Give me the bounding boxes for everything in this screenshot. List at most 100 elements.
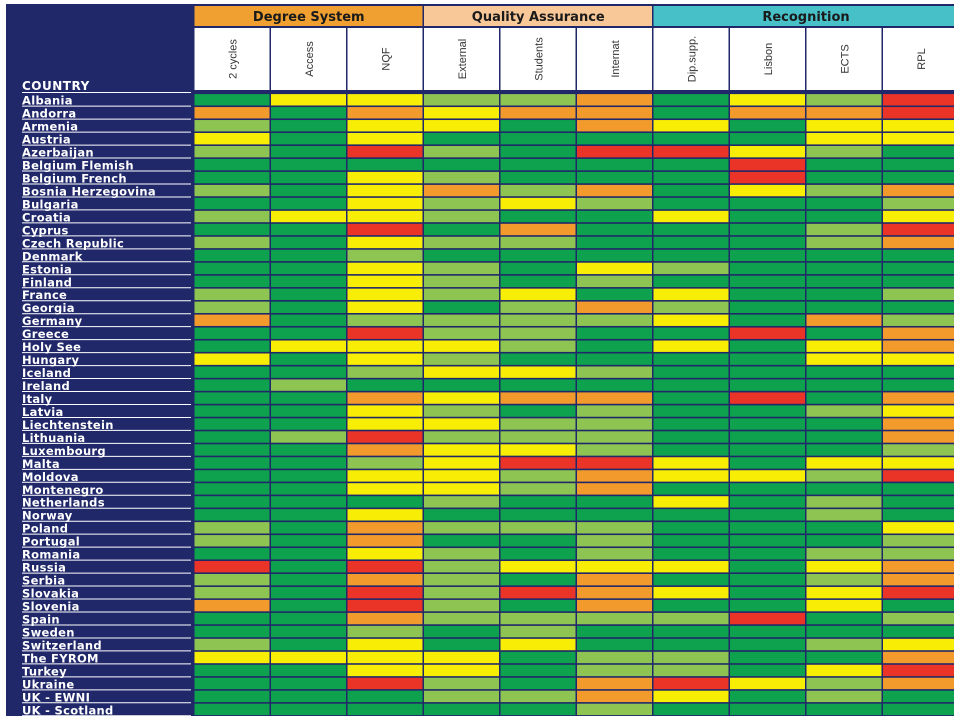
cell-sweden-external bbox=[424, 625, 499, 638]
row-label-uk-scotland: UK - Scotland bbox=[22, 703, 114, 716]
cell-malta-internat bbox=[577, 457, 652, 469]
cell-austria-students bbox=[500, 133, 576, 145]
cell-turkey-2-cycles bbox=[194, 664, 270, 677]
row-label-slovakia: Slovakia bbox=[22, 587, 79, 601]
cell-latvia-dip-supp bbox=[653, 405, 729, 417]
cell-iceland-access bbox=[271, 366, 346, 378]
cell-slovenia-internat bbox=[577, 599, 652, 612]
cell-georgia-internat bbox=[577, 301, 652, 313]
cell-germany-lisbon bbox=[730, 314, 805, 326]
cell-hungary-internat bbox=[577, 353, 652, 365]
cell-italy-students bbox=[500, 392, 576, 404]
row-label-iceland: Iceland bbox=[22, 366, 71, 380]
row-label-estonia: Estonia bbox=[22, 262, 72, 276]
cell-slovakia-access bbox=[271, 586, 346, 599]
cell-russia-rpl bbox=[883, 561, 954, 573]
cell-belgium-french-lisbon bbox=[730, 171, 805, 184]
cell-germany-students bbox=[500, 314, 576, 326]
row-label-spain: Spain bbox=[22, 612, 60, 626]
cell-iceland-lisbon bbox=[730, 366, 805, 378]
cell-belgium-flemish-lisbon bbox=[730, 158, 805, 171]
cell-uk-ewni-students bbox=[500, 690, 576, 703]
row-label-romania: Romania bbox=[22, 548, 81, 562]
row-label-albania: Albania bbox=[22, 94, 73, 108]
cell-the-fyrom-rpl bbox=[883, 651, 954, 664]
cell-slovenia-nqf bbox=[347, 599, 423, 612]
cell-cyprus-nqf bbox=[347, 223, 423, 236]
cell-luxembourg-lisbon bbox=[730, 444, 805, 456]
cell-finland-students bbox=[500, 275, 576, 288]
cell-greece-external bbox=[424, 327, 499, 339]
cell-albania-ects bbox=[806, 94, 882, 106]
cell-croatia-rpl bbox=[883, 210, 954, 223]
cell-bosnia-herzegovina-access bbox=[271, 184, 346, 197]
cell-albania-internat bbox=[577, 94, 652, 106]
cell-armenia-access bbox=[271, 120, 346, 132]
cell-sweden-access bbox=[271, 625, 346, 638]
cell-ukraine-dip-supp bbox=[653, 677, 729, 690]
cell-armenia-nqf bbox=[347, 120, 423, 132]
cell-slovenia-dip-supp bbox=[653, 599, 729, 612]
row-label-armenia: Armenia bbox=[22, 120, 78, 134]
cell-uk-scotland-rpl bbox=[883, 703, 954, 716]
group-header-label-recognition: Recognition bbox=[762, 10, 849, 25]
cell-austria-lisbon bbox=[730, 133, 805, 145]
cell-the-fyrom-ects bbox=[806, 651, 882, 664]
cell-france-students bbox=[500, 288, 576, 301]
cell-georgia-ects bbox=[806, 301, 882, 313]
cell-austria-dip-supp bbox=[653, 133, 729, 145]
cell-italy-lisbon bbox=[730, 392, 805, 404]
cell-romania-students bbox=[500, 548, 576, 560]
cell-holy-see-access bbox=[271, 340, 346, 352]
row-label-hungary: Hungary bbox=[22, 353, 79, 367]
cell-luxembourg-students bbox=[500, 444, 576, 456]
cell-latvia-ects bbox=[806, 405, 882, 417]
group-header-degree-system bbox=[194, 6, 423, 26]
cell-spain-2-cycles bbox=[194, 612, 270, 625]
cell-liechtenstein-rpl bbox=[883, 418, 954, 430]
cell-hungary-2-cycles bbox=[194, 353, 270, 365]
cell-ukraine-external bbox=[424, 677, 499, 690]
cell-bosnia-herzegovina-nqf bbox=[347, 184, 423, 197]
cell-france-2-cycles bbox=[194, 288, 270, 301]
row-label-france: France bbox=[22, 288, 67, 302]
cell-moldova-rpl bbox=[883, 470, 954, 482]
cell-bulgaria-dip-supp bbox=[653, 197, 729, 210]
cell-lithuania-dip-supp bbox=[653, 431, 729, 443]
cell-azerbaijan-external bbox=[424, 145, 499, 158]
column-header-label-students: Students bbox=[533, 37, 545, 81]
cell-russia-access bbox=[271, 561, 346, 573]
cell-cyprus-lisbon bbox=[730, 223, 805, 236]
cell-italy-external bbox=[424, 392, 499, 404]
column-header-label-access: Access bbox=[304, 41, 316, 77]
cell-spain-rpl bbox=[883, 612, 954, 625]
cell-liechtenstein-ects bbox=[806, 418, 882, 430]
cell-georgia-dip-supp bbox=[653, 301, 729, 313]
column-header-dip-supp bbox=[653, 28, 729, 90]
cell-croatia-nqf bbox=[347, 210, 423, 223]
cell-serbia-internat bbox=[577, 573, 652, 586]
cell-denmark-2-cycles bbox=[194, 249, 270, 262]
cell-bosnia-herzegovina-students bbox=[500, 184, 576, 197]
cell-moldova-dip-supp bbox=[653, 470, 729, 482]
cell-switzerland-students bbox=[500, 638, 576, 651]
cell-france-internat bbox=[577, 288, 652, 301]
cell-holy-see-dip-supp bbox=[653, 340, 729, 352]
cell-slovakia-rpl bbox=[883, 586, 954, 599]
cell-georgia-external bbox=[424, 301, 499, 313]
cell-switzerland-dip-supp bbox=[653, 638, 729, 651]
cell-turkey-access bbox=[271, 664, 346, 677]
cell-luxembourg-internat bbox=[577, 444, 652, 456]
cell-russia-students bbox=[500, 561, 576, 573]
cell-cyprus-students bbox=[500, 223, 576, 236]
cell-ukraine-access bbox=[271, 677, 346, 690]
cell-greece-rpl bbox=[883, 327, 954, 339]
cell-ireland-internat bbox=[577, 379, 652, 391]
cell-ireland-rpl bbox=[883, 379, 954, 391]
cell-belgium-french-students bbox=[500, 171, 576, 184]
cell-france-lisbon bbox=[730, 288, 805, 301]
cell-austria-internat bbox=[577, 133, 652, 145]
row-label-moldova: Moldova bbox=[22, 470, 79, 484]
column-header-lisbon bbox=[730, 28, 805, 90]
cell-andorra-external bbox=[424, 107, 499, 119]
